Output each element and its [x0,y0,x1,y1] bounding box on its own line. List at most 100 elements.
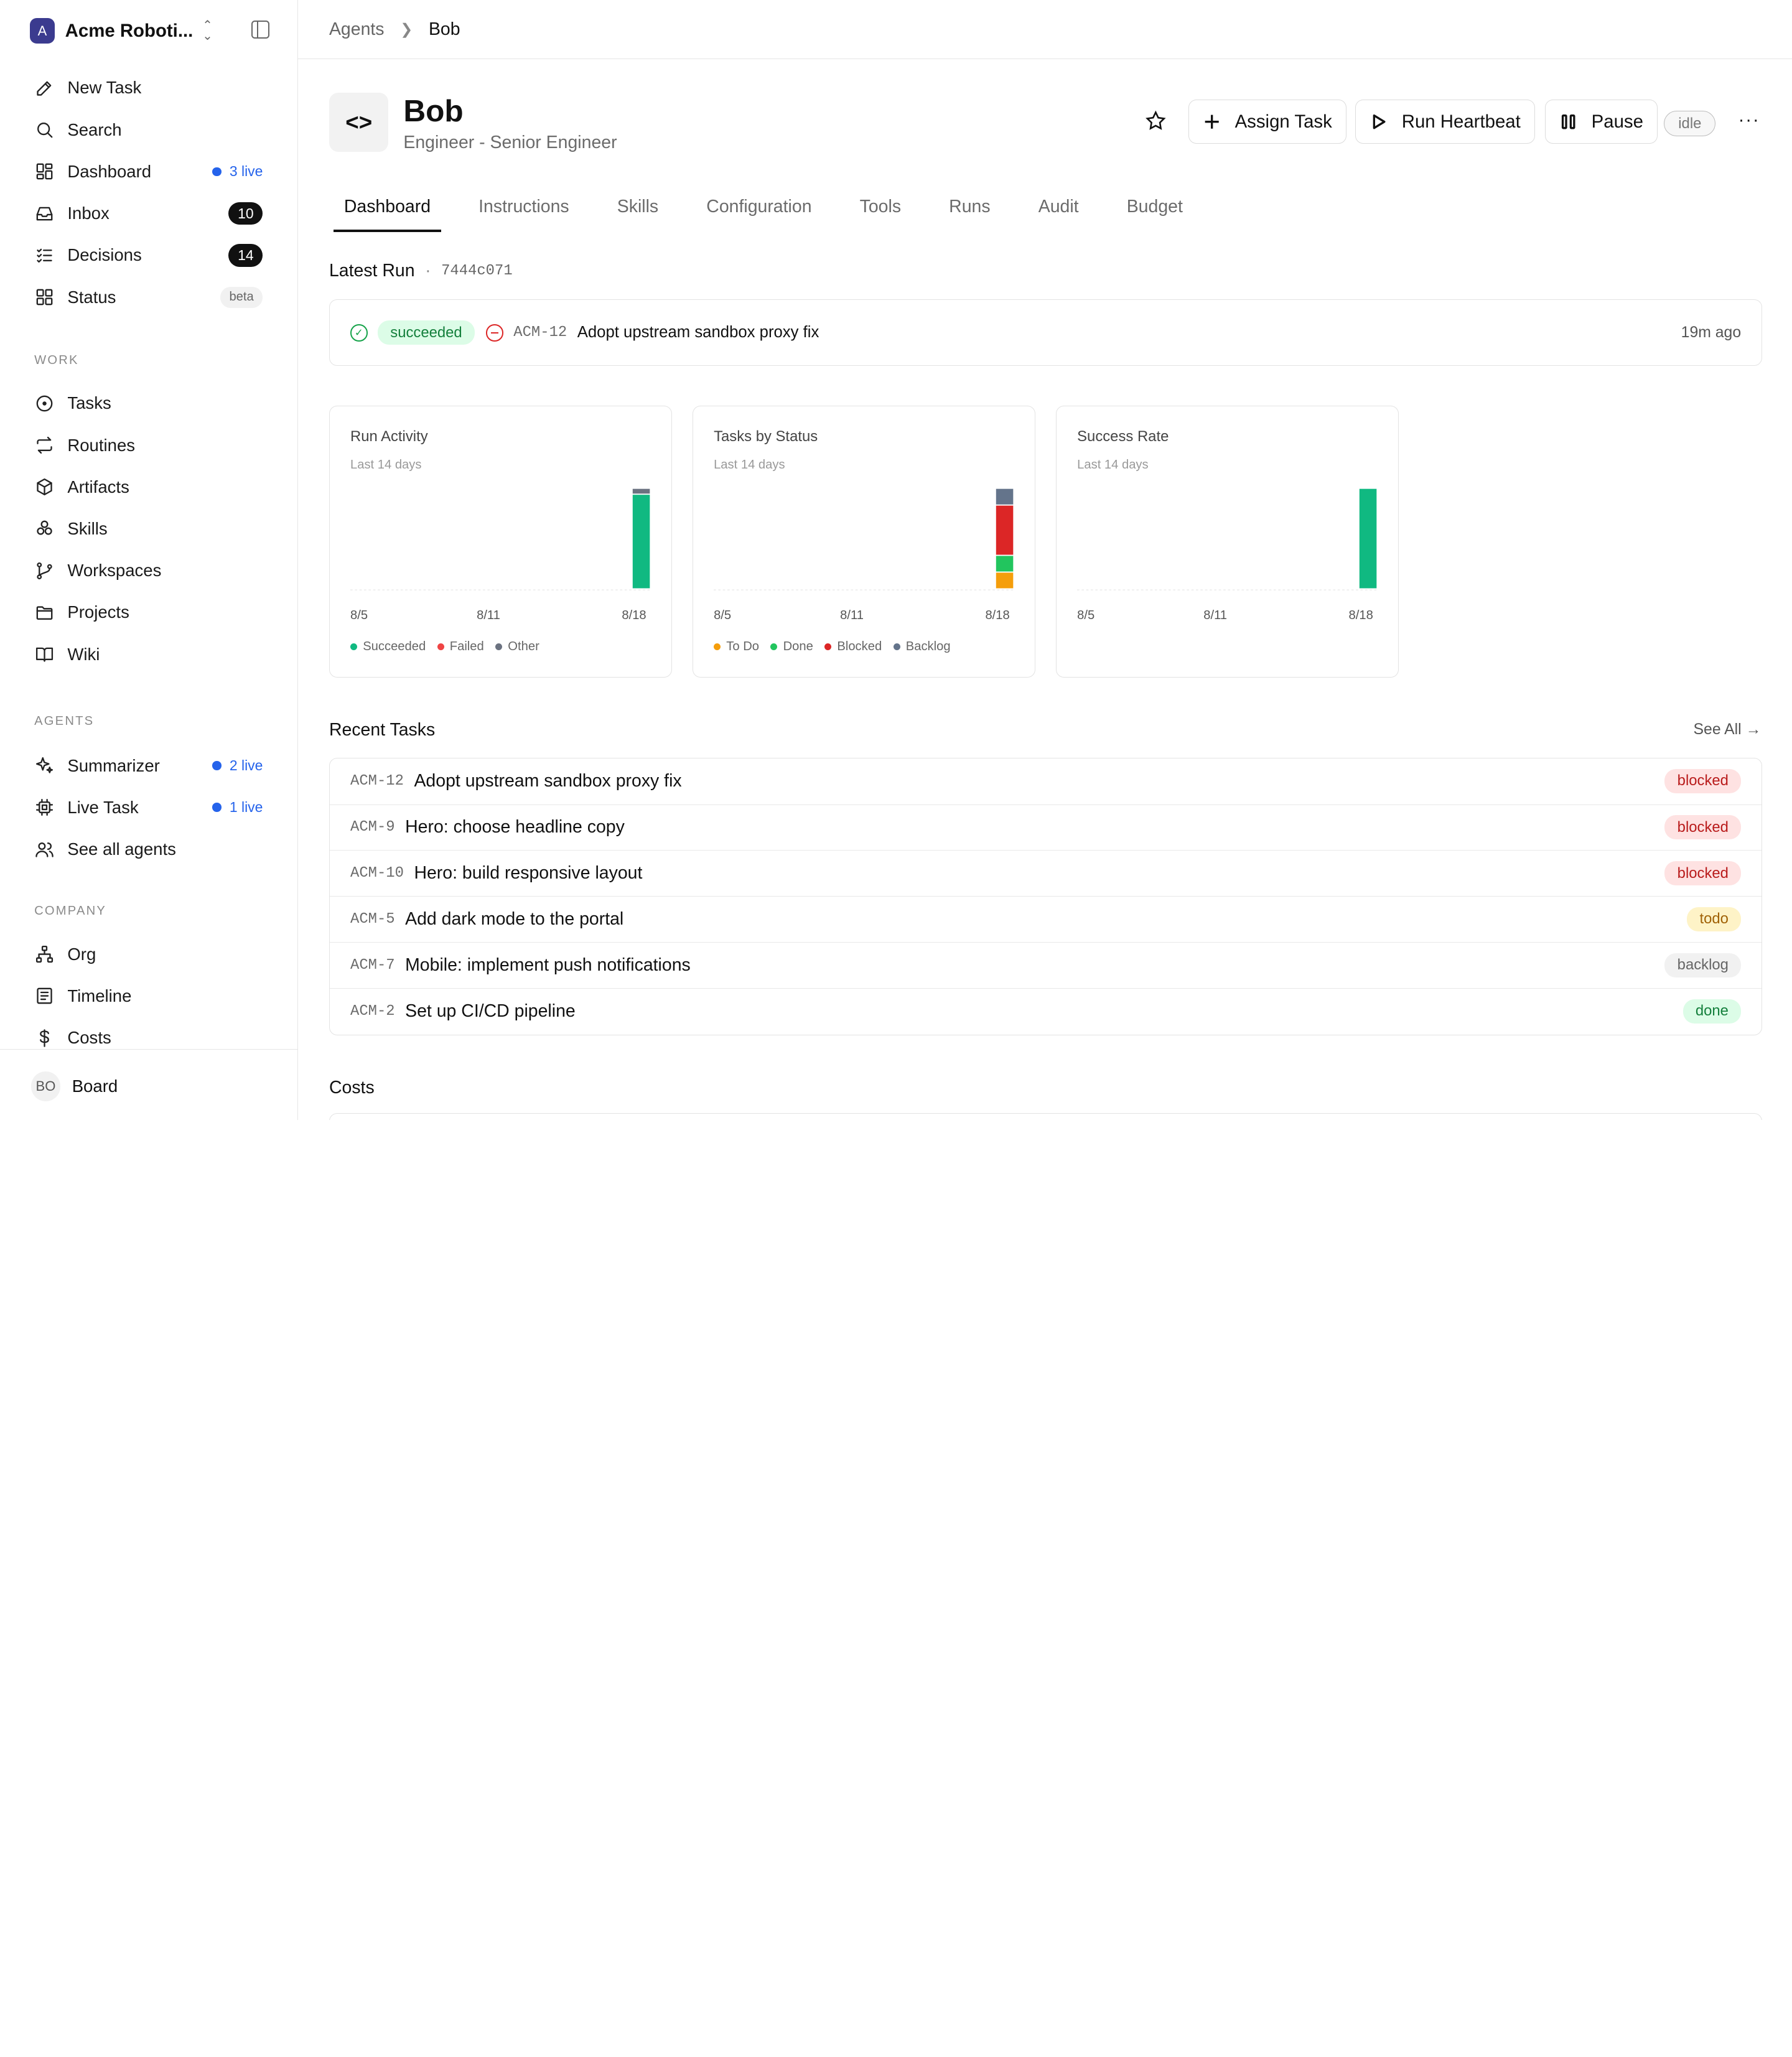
chart-plot [714,488,1015,590]
tab-tools[interactable]: Tools [859,196,902,217]
tab-budget[interactable]: Budget [1126,196,1183,217]
sidebar-item-label: See all agents [67,839,176,859]
sidebar-item-dashboard[interactable]: Dashboard 3 live [34,157,263,187]
sidebar-item-inbox[interactable]: Inbox 10 [34,198,263,228]
table-row[interactable]: ACM-7 Mobile: implement push notification… [329,942,1762,987]
sidebar-item-decisions[interactable]: Decisions 14 [34,240,263,270]
status-badge: backlog [1664,953,1742,977]
legend-dot [495,643,503,650]
task-title: Adopt upstream sandbox proxy fix [414,770,682,791]
sidebar-item-tasks[interactable]: Tasks [34,388,263,418]
legend-dot [893,643,900,650]
status-badge: blocked [1664,815,1742,840]
tab-instructions[interactable]: Instructions [478,196,569,217]
table-row[interactable]: ACM-2 Set up CI/CD pipeline done [329,987,1762,1033]
see-all-link[interactable]: See All → [1693,721,1762,738]
sidebar-item-artifacts[interactable]: Artifacts [34,472,263,502]
bar-succeeded-8/18[interactable] [632,494,650,589]
sidebar-item-costs[interactable]: Costs [34,1023,263,1053]
users-icon [34,839,55,860]
bar-value-8/18[interactable] [1359,488,1377,589]
bar-other-8/18[interactable] [632,488,650,493]
sidebar: A Acme Roboti... ⌃ ⌄ New Task Search Dashbo… [0,0,299,1120]
sidebar-item-wiki[interactable]: Wiki [34,640,263,669]
task-id: ACM-9 [350,819,395,836]
assign-task-label: Assign Task [1234,111,1332,132]
count-badge: 14 [228,243,263,267]
run-status-badge: succeeded [378,320,475,345]
star-icon[interactable] [1144,110,1167,133]
tab-bar: Dashboard Instructions Skills Configuration… [334,192,1220,232]
dollar-icon [34,1028,55,1048]
sidebar-item-timeline[interactable]: Timeline [34,981,263,1011]
pause-label: Pause [1591,111,1643,132]
table-row[interactable]: ACM-5 Add dark mode to the portal todo [329,896,1762,941]
legend-item-blocked: Blocked [824,640,882,654]
sidebar-item-search[interactable]: Search [34,115,263,145]
tab-runs[interactable]: Runs [949,196,991,217]
list-icon [34,986,55,1006]
sidebar-item-skills[interactable]: Skills [34,514,263,544]
sidebar-item-new-task[interactable]: New Task [34,73,263,103]
table-row[interactable]: ACM-10 Hero: build responsive layout block… [329,850,1762,895]
cpu-icon [34,797,55,818]
legend-item-failed: Failed [437,640,484,654]
legend-item-done: Done [770,640,813,654]
sidebar-item-org[interactable]: Org [34,940,263,969]
more-options-icon[interactable]: ··· [1738,110,1760,131]
tab-audit[interactable]: Audit [1038,196,1079,217]
bar-to-do-8/18[interactable] [996,572,1014,589]
sidebar-item-routines[interactable]: Routines [34,431,263,460]
bar-blocked-8/18[interactable] [996,505,1014,555]
sidebar-item-live-task[interactable]: Live Task 1 live [34,793,263,823]
breadcrumb-agents[interactable]: Agents [329,19,385,40]
legend-dot [770,643,778,650]
workspace-switcher[interactable]: A Acme Roboti... ⌃ ⌄ [29,16,270,46]
chart-legend: To Do Done Blocked Backlog [714,640,962,654]
run-id[interactable]: 7444c071 [441,262,513,279]
collapse-sidebar-icon[interactable] [251,21,270,39]
search-icon [34,119,55,140]
status-badge: idle [1664,111,1716,137]
sidebar-footer: BO Board [0,1049,298,1120]
table-row[interactable]: ACM-9 Hero: choose headline copy blocked [329,804,1762,850]
bar-backlog-8/18[interactable] [996,488,1014,505]
legend-label: To Do [726,639,760,653]
sidebar-item-workspaces[interactable]: Workspaces [34,556,263,585]
costs-card [329,1112,1763,1120]
live-indicator: 2 live [212,757,263,774]
sidebar-item-label: Wiki [67,644,100,664]
latest-run-card[interactable]: ✓ succeeded ACM-12 Adopt upstream sandbo… [329,299,1763,366]
bar-done-8/18[interactable] [996,556,1014,572]
tab-dashboard[interactable]: Dashboard [334,192,441,232]
grid-icon [34,287,55,307]
sidebar-item-projects[interactable]: Projects [34,598,263,628]
sidebar-item-label: Status [67,287,116,307]
table-row[interactable]: ACM-12 Adopt upstream sandbox proxy fix bl… [330,758,1762,804]
task-title: Set up CI/CD pipeline [405,1001,576,1021]
sidebar-item-status[interactable]: Status beta [34,282,263,312]
board-user[interactable]: BO Board [30,1071,118,1101]
board-label: Board [72,1076,118,1096]
run-heartbeat-button[interactable]: Run Heartbeat [1355,99,1535,144]
pause-button[interactable]: Pause [1545,99,1658,144]
sidebar-item-label: Projects [67,602,129,622]
task-id: ACM-2 [350,1002,395,1020]
sidebar-item-see-all-agents[interactable]: See all agents [34,834,263,864]
x-tick-label: 8/11 [1203,609,1228,623]
sidebar-item-summarizer[interactable]: Summarizer 2 live [34,751,263,781]
repeat-icon [34,435,55,455]
tab-configuration[interactable]: Configuration [706,196,812,217]
legend-item-succeeded: Succeeded [350,640,426,654]
tab-skills[interactable]: Skills [617,196,659,217]
sidebar-item-label: Routines [67,435,136,455]
chart-title: Success Rate [1077,427,1169,445]
workspace-logo: A [29,18,55,44]
status-badge: blocked [1664,861,1742,886]
legend-label: Other [508,639,539,653]
count-badge: 10 [228,202,263,225]
assign-task-button[interactable]: Assign Task [1188,99,1346,144]
pause-icon [1562,114,1575,129]
chart-title: Tasks by Status [714,427,818,445]
code-icon: <> [329,92,389,152]
